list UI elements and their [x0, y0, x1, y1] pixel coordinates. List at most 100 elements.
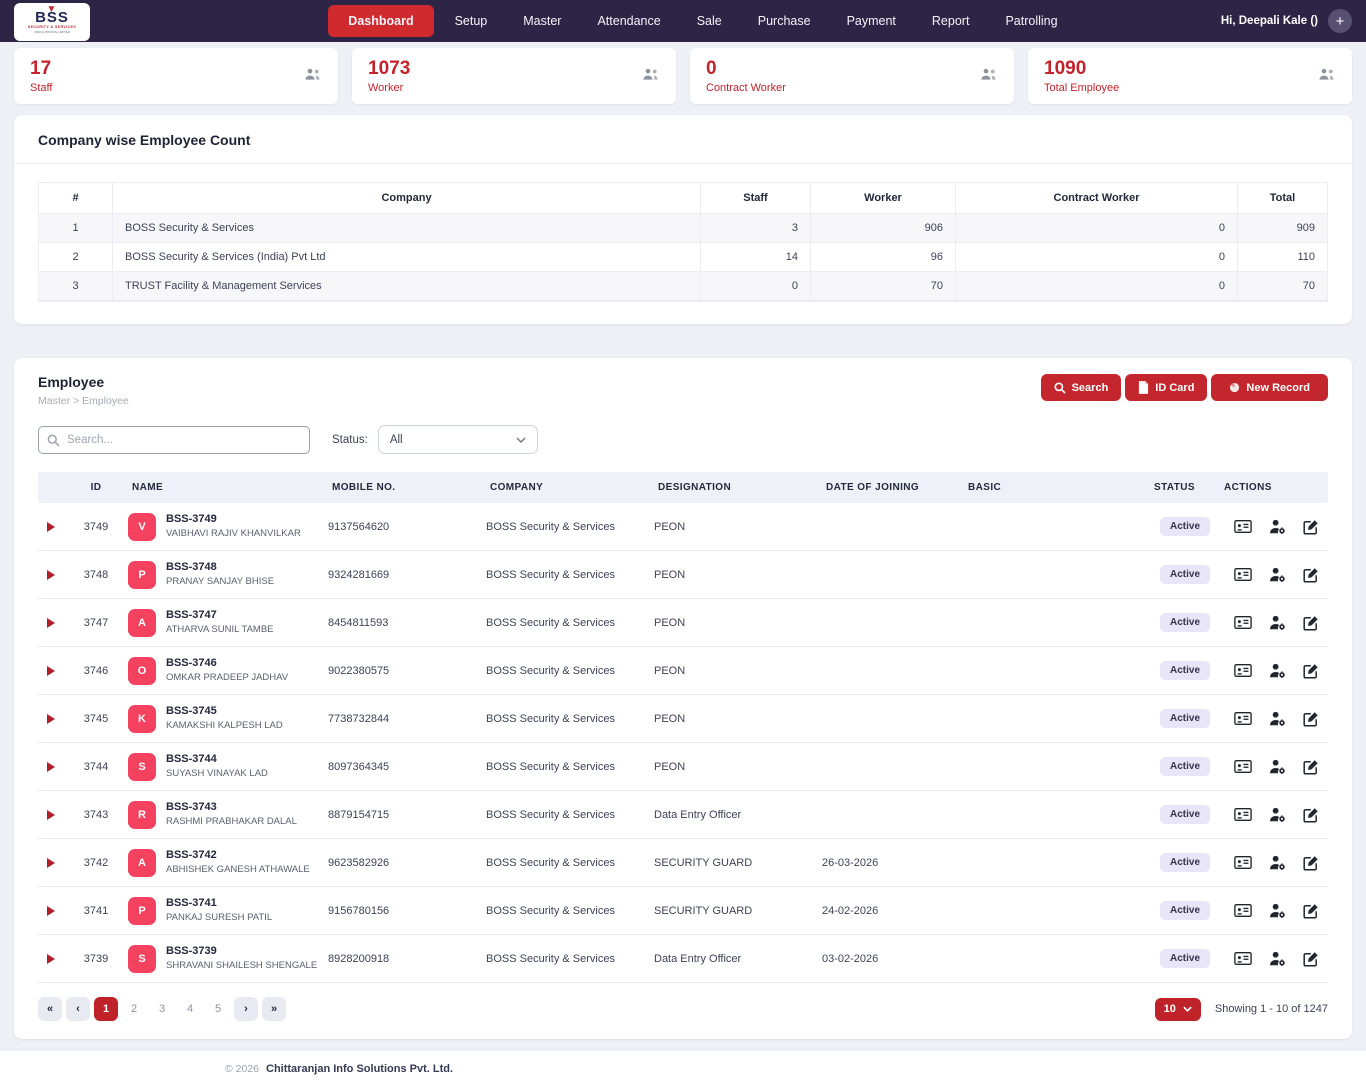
status-select[interactable]: All [377, 425, 538, 454]
row-expand-caret-icon[interactable] [38, 665, 64, 676]
id-card-icon[interactable] [1234, 567, 1252, 582]
company-cell: 909 [1238, 214, 1327, 243]
row-expand-caret-icon[interactable] [38, 953, 64, 964]
user-settings-icon[interactable] [1269, 855, 1286, 870]
nav-item-attendance[interactable]: Attendance [597, 14, 661, 28]
edit-icon[interactable] [1303, 759, 1319, 775]
pagination-page-5[interactable]: 5 [214, 1003, 222, 1015]
employee-name-text: BSS-3749 VAIBHAVI RAJIV KHANVILKAR [166, 513, 301, 540]
pagination-next-button[interactable]: › [234, 997, 258, 1021]
employee-name-cell: P BSS-3748 PRANAY SANJAY BHISE [128, 560, 328, 589]
id-card-icon[interactable] [1234, 663, 1252, 678]
employee-name-text: BSS-3741 PANKAJ SURESH PATIL [166, 897, 272, 924]
id-card-icon[interactable] [1234, 951, 1252, 966]
avatar: V [128, 512, 156, 541]
employee-code: BSS-3739 [166, 944, 217, 957]
employee-row: 3742 A BSS-3742 ABHISHEK GANESH ATHAWALE 962… [38, 839, 1328, 887]
stat-card-worker: 1073 Worker [352, 48, 676, 104]
company-cell: 0 [956, 214, 1238, 243]
nav-item-sale[interactable]: Sale [696, 14, 722, 28]
company-card-header: Company wise Employee Count [14, 115, 1352, 164]
search-button[interactable]: Search [1040, 374, 1122, 401]
status-badge: Active [1159, 709, 1210, 728]
id-card-icon[interactable] [1234, 759, 1252, 774]
user-settings-icon[interactable] [1269, 711, 1286, 726]
status-cell: Active [1150, 901, 1220, 920]
row-expand-caret-icon[interactable] [38, 809, 64, 820]
people-icon [1318, 67, 1336, 86]
employee-doj: 03-02-2026 [822, 952, 879, 965]
edit-icon[interactable] [1303, 807, 1319, 823]
pagination-page-2[interactable]: 2 [130, 1003, 138, 1015]
user-settings-icon[interactable] [1269, 567, 1286, 582]
edit-icon[interactable] [1303, 615, 1319, 631]
edit-icon[interactable] [1303, 855, 1319, 871]
user-settings-icon[interactable] [1269, 519, 1286, 534]
nav-item-report[interactable]: Report [931, 14, 970, 28]
employee-company: BOSS Security & Services [486, 664, 615, 677]
nav-item-patrolling[interactable]: Patrolling [1005, 14, 1058, 28]
employee-mobile: 8879154715 [328, 808, 390, 821]
edit-icon[interactable] [1303, 663, 1319, 679]
user-settings-icon[interactable] [1269, 663, 1286, 678]
page-size-value: 10 [1163, 1003, 1176, 1015]
nav-item-master[interactable]: Master [523, 14, 562, 28]
row-expand-caret-icon[interactable] [38, 617, 64, 628]
row-expand-caret-icon[interactable] [38, 761, 64, 772]
pagination-page-3[interactable]: 3 [158, 1003, 166, 1015]
brand-logo[interactable]: ▼ BSS SECURITY & SERVICES (INDIA) PRIVAT… [14, 3, 90, 41]
user-settings-icon[interactable] [1269, 807, 1286, 822]
nav-item-payment[interactable]: Payment [846, 14, 896, 28]
id-card-icon[interactable] [1234, 807, 1252, 822]
employee-name-text: BSS-3748 PRANAY SANJAY BHISE [166, 561, 274, 588]
new-record-button[interactable]: New Record [1211, 374, 1328, 401]
employee-designation: PEON [654, 760, 686, 773]
row-expand-caret-icon[interactable] [38, 857, 64, 868]
pagination-page-1[interactable]: 1 [94, 997, 118, 1021]
company-col-header: Staff [701, 183, 811, 214]
pagination-last-button[interactable]: » [262, 997, 286, 1021]
employee-row: 3741 P BSS-3741 PANKAJ SURESH PATIL 91567801… [38, 887, 1328, 935]
stat-card-contract-worker: 0 Contract Worker [690, 48, 1014, 104]
user-settings-icon[interactable] [1269, 615, 1286, 630]
id-card-icon[interactable] [1234, 711, 1252, 726]
company-cell: 0 [956, 272, 1238, 301]
employee-action-buttons: Search ID Card New Record [1040, 374, 1328, 401]
stat-value: 1073 [368, 57, 411, 79]
pagination-prev-button[interactable]: ‹ [66, 997, 90, 1021]
id-card-icon[interactable] [1234, 519, 1252, 534]
plus-icon[interactable]: + [1328, 9, 1352, 33]
avatar: R [128, 800, 156, 829]
edit-icon[interactable] [1303, 951, 1319, 967]
people-icon [304, 67, 322, 86]
id-card-icon[interactable] [1234, 615, 1252, 630]
user-settings-icon[interactable] [1269, 903, 1286, 918]
row-expand-caret-icon[interactable] [38, 905, 64, 916]
edit-icon[interactable] [1303, 711, 1319, 727]
id-card-icon[interactable] [1234, 855, 1252, 870]
pagination-first-button[interactable]: « [38, 997, 62, 1021]
employee-company: BOSS Security & Services [486, 520, 615, 533]
search-input[interactable] [38, 425, 310, 454]
row-expand-caret-icon[interactable] [38, 569, 64, 580]
company-table-row: 1 BOSS Security & Services 3 906 0 909 [39, 214, 1327, 243]
pagination-page-4[interactable]: 4 [186, 1003, 194, 1015]
nav-item-dashboard[interactable]: Dashboard [328, 5, 434, 37]
stats-row: 17 Staff 1073 Worker 0 Contract Worker 1090 Tot… [14, 48, 1352, 104]
user-settings-icon[interactable] [1269, 759, 1286, 774]
company-col-header: Total [1238, 183, 1327, 214]
row-expand-caret-icon[interactable] [38, 713, 64, 724]
edit-icon[interactable] [1303, 903, 1319, 919]
page-size-select[interactable]: 10 [1154, 997, 1201, 1021]
user-settings-icon[interactable] [1269, 951, 1286, 966]
status-badge: Active [1159, 661, 1210, 680]
nav-item-setup[interactable]: Setup [454, 14, 488, 28]
employee-mobile: 9022380575 [328, 664, 390, 677]
nav-item-purchase[interactable]: Purchase [757, 14, 811, 28]
id-card-button[interactable]: ID Card [1125, 374, 1208, 401]
id-card-icon[interactable] [1234, 903, 1252, 918]
row-expand-caret-icon[interactable] [38, 521, 64, 532]
edit-icon[interactable] [1303, 567, 1319, 583]
edit-icon[interactable] [1303, 519, 1319, 535]
employee-table-body: 3749 V BSS-3749 VAIBHAVI RAJIV KHANVILKAR 91… [38, 503, 1328, 983]
